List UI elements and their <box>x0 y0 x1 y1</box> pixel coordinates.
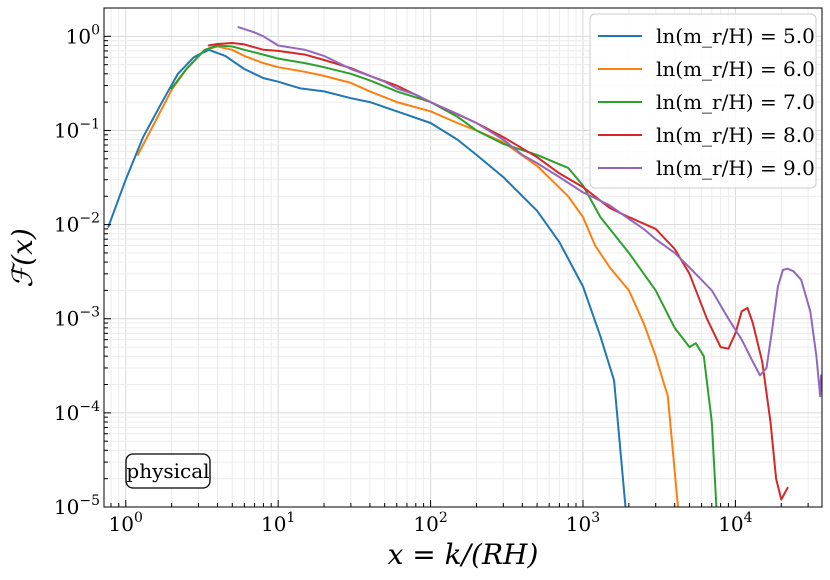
plot-frame <box>103 7 823 508</box>
legend-box <box>589 13 817 189</box>
annotation-box: physical <box>125 453 211 489</box>
x-tick-label: 102 <box>413 510 447 536</box>
legend-label: ln(m_r/H) = 9.0 <box>656 156 815 180</box>
legend-label: ln(m_r/H) = 6.0 <box>656 57 815 81</box>
legend-label: ln(m_r/H) = 8.0 <box>656 123 815 147</box>
legend-label: ln(m_r/H) = 7.0 <box>656 90 815 114</box>
y-axis-label: ℱ(x) <box>6 228 39 288</box>
annotation-text: physical <box>126 459 209 483</box>
legend: ln(m_r/H) = 5.0 ln(m_r/H) = 6.0 ln(m_r/H) … <box>589 13 817 189</box>
x-tick-label: 104 <box>718 510 752 536</box>
y-tick-label: 100 <box>66 22 100 48</box>
series-line-4 <box>207 42 789 501</box>
series-line-5 <box>237 26 822 398</box>
y-tick-label: 10−1 <box>54 116 100 142</box>
x-tick-label: 101 <box>261 510 295 536</box>
series-line-1 <box>107 48 627 507</box>
y-tick-label: 10−5 <box>54 493 100 519</box>
x-axis-label: x = k/(RH) <box>388 538 539 571</box>
series-line-3 <box>170 44 718 507</box>
legend-label: ln(m_r/H) = 5.0 <box>656 24 815 48</box>
y-tick-label: 10−3 <box>54 305 100 331</box>
x-tick-label: 100 <box>109 510 143 536</box>
series-layer <box>107 26 822 507</box>
y-tick-label: 10−4 <box>54 399 100 425</box>
x-tick-label: 103 <box>566 510 600 536</box>
y-tick-label: 10−2 <box>54 211 100 237</box>
